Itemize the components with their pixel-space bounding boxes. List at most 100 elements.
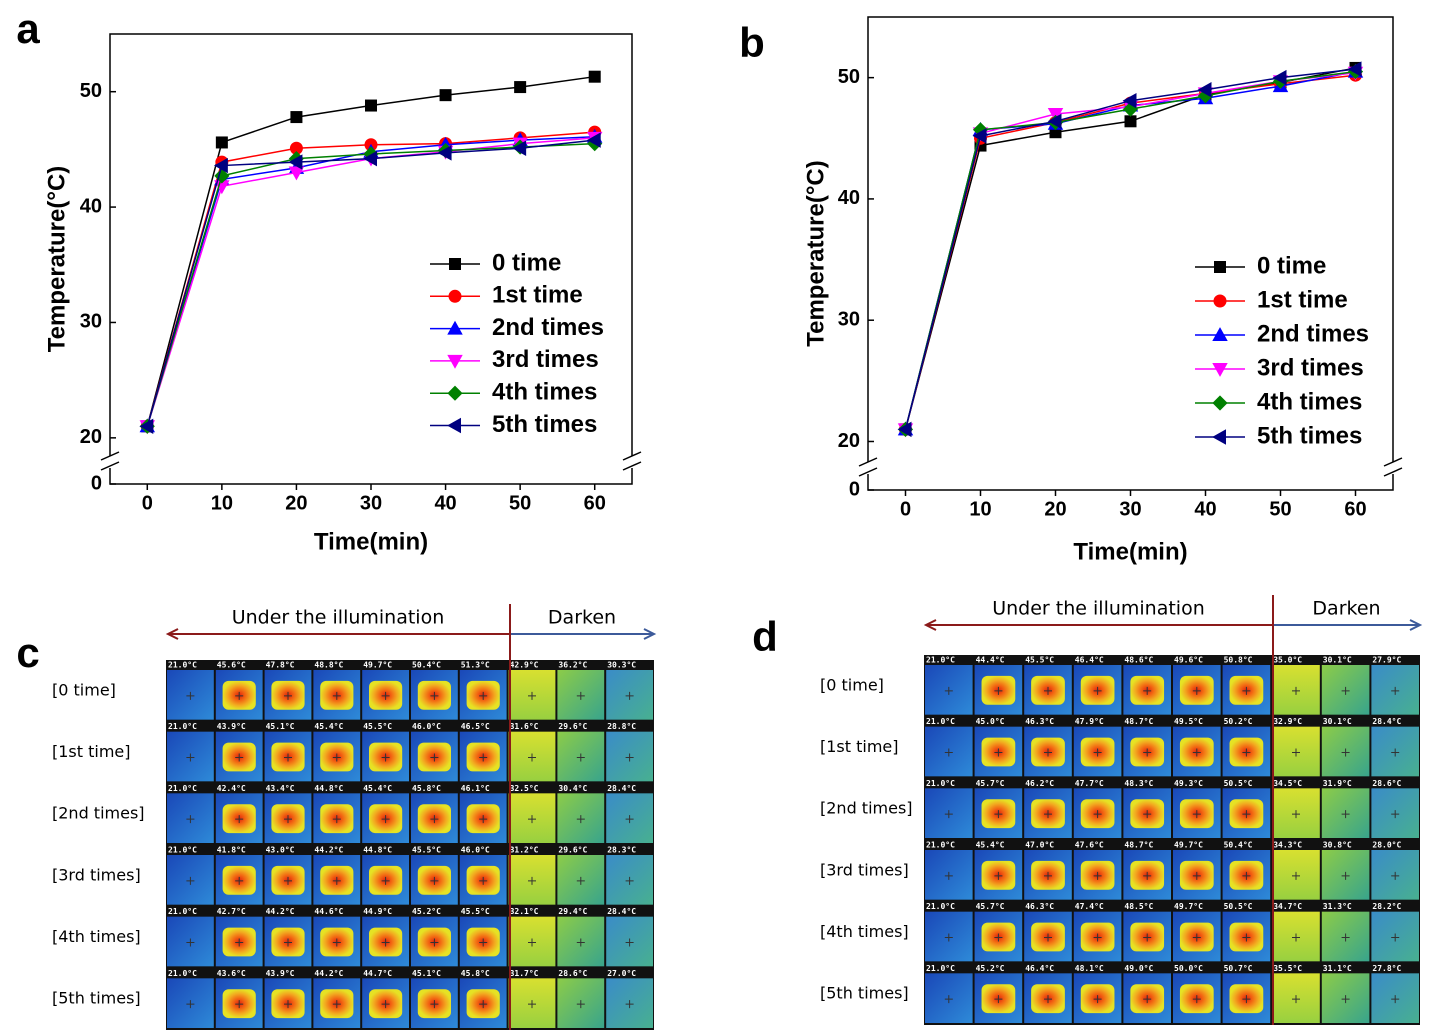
cell-temperature: 21.0°C bbox=[926, 964, 955, 973]
cell-temperature: 50.5°C bbox=[1224, 902, 1253, 911]
header-label: Under the illumination bbox=[992, 598, 1205, 620]
marker bbox=[897, 421, 912, 438]
header-label: Darken bbox=[1312, 598, 1380, 620]
row-label: [1st time] bbox=[52, 742, 131, 761]
cell-temperature: 49.7°C bbox=[363, 661, 392, 670]
row-label: [3rd times] bbox=[820, 860, 909, 879]
crosshair bbox=[1391, 933, 1400, 942]
row-label: [3rd times] bbox=[52, 865, 141, 884]
legend-label: 0 time bbox=[1257, 252, 1326, 279]
cell-temperature: 31.9°C bbox=[1323, 779, 1352, 788]
cell-temperature: 48.1°C bbox=[1075, 964, 1104, 973]
x-tick-label: 40 bbox=[1194, 498, 1216, 520]
axis-break bbox=[1383, 467, 1403, 477]
crosshair bbox=[576, 876, 585, 885]
marker bbox=[365, 99, 377, 112]
cell-temperature: 21.0°C bbox=[926, 902, 955, 911]
marker bbox=[288, 154, 303, 170]
crosshair bbox=[1292, 933, 1300, 942]
crosshair bbox=[284, 691, 292, 700]
y-tick-label: 40 bbox=[838, 187, 860, 209]
crosshair bbox=[994, 933, 1003, 942]
axis-break bbox=[858, 467, 878, 477]
marker bbox=[1272, 69, 1287, 86]
axis-break bbox=[858, 457, 878, 467]
cell-temperature: 44.9°C bbox=[363, 907, 392, 916]
marker bbox=[437, 145, 452, 161]
cell-temperature: 45.4°C bbox=[314, 722, 343, 731]
cell-temperature: 50.7°C bbox=[1224, 964, 1253, 973]
marker bbox=[447, 385, 463, 401]
cell-temperature: 21.0°C bbox=[168, 907, 197, 916]
crosshair bbox=[944, 995, 953, 1004]
grid-bg bbox=[166, 660, 654, 1030]
marker bbox=[588, 70, 601, 83]
crosshair bbox=[186, 938, 195, 947]
crosshair bbox=[1242, 810, 1251, 819]
arrow bbox=[1273, 619, 1423, 631]
cell-temperature: 27.9°C bbox=[1372, 656, 1401, 665]
cell-temperature: 42.7°C bbox=[217, 907, 246, 916]
crosshair bbox=[186, 815, 195, 824]
marker bbox=[1213, 294, 1227, 308]
cell-temperature: 32.9°C bbox=[1273, 717, 1302, 726]
row-label: [5th times] bbox=[52, 989, 141, 1008]
cell-temperature: 28.6°C bbox=[558, 969, 587, 978]
crosshair bbox=[332, 876, 341, 885]
cell-temperature: 34.7°C bbox=[1273, 902, 1302, 911]
crosshair bbox=[1093, 871, 1102, 880]
cell-temperature: 48.7°C bbox=[1124, 717, 1153, 726]
cell-temperature: 21.0°C bbox=[168, 661, 197, 670]
crosshair bbox=[528, 938, 536, 947]
crosshair bbox=[1044, 995, 1052, 1004]
crosshair bbox=[1044, 810, 1052, 819]
cell-temperature: 34.3°C bbox=[1273, 841, 1302, 850]
legend-label: 4th times bbox=[1257, 388, 1362, 415]
header-label: Under the illumination bbox=[232, 607, 445, 629]
crosshair bbox=[1341, 686, 1350, 695]
cell-temperature: 44.2°C bbox=[314, 969, 343, 978]
legend-label: 3rd times bbox=[1257, 354, 1364, 381]
crosshair bbox=[625, 876, 634, 885]
crosshair bbox=[284, 938, 292, 947]
cell-temperature: 45.5°C bbox=[363, 722, 392, 731]
cell-temperature: 43.4°C bbox=[266, 784, 295, 793]
x-tick-label: 10 bbox=[211, 492, 233, 514]
x-tick-label: 20 bbox=[285, 492, 307, 514]
crosshair bbox=[235, 938, 244, 947]
crosshair bbox=[1192, 871, 1201, 880]
cell-temperature: 31.3°C bbox=[1323, 902, 1352, 911]
crosshair bbox=[1044, 871, 1052, 880]
crosshair bbox=[1292, 686, 1300, 695]
row-label: [5th times] bbox=[820, 984, 909, 1003]
crosshair bbox=[1192, 933, 1201, 942]
marker bbox=[514, 81, 527, 94]
crosshair bbox=[1143, 871, 1152, 880]
x-tick-label: 50 bbox=[509, 492, 531, 514]
crosshair bbox=[479, 753, 488, 762]
crosshair bbox=[1093, 810, 1102, 819]
cell-temperature: 46.5°C bbox=[461, 722, 490, 731]
cell-temperature: 48.7°C bbox=[1124, 841, 1153, 850]
x-tick-label: 40 bbox=[434, 492, 456, 514]
crosshair bbox=[1093, 933, 1102, 942]
cell-temperature: 50.8°C bbox=[1224, 656, 1253, 665]
cell-temperature: 47.0°C bbox=[1025, 841, 1054, 850]
cell-temperature: 46.4°C bbox=[1075, 656, 1104, 665]
crosshair bbox=[1242, 995, 1251, 1004]
cell-temperature: 30.4°C bbox=[558, 784, 587, 793]
marker bbox=[1214, 261, 1226, 273]
crosshair bbox=[1242, 686, 1251, 695]
y-tick-label: 20 bbox=[838, 430, 860, 452]
legend-label: 5th times bbox=[1257, 422, 1362, 449]
cell-temperature: 46.2°C bbox=[1025, 779, 1054, 788]
legend-label: 1st time bbox=[492, 282, 583, 309]
cell-temperature: 48.6°C bbox=[1124, 656, 1153, 665]
crosshair bbox=[381, 815, 390, 824]
y-tick-label: 0 bbox=[91, 472, 102, 494]
crosshair bbox=[625, 691, 634, 700]
y-tick-label: 0 bbox=[849, 478, 860, 500]
cell-temperature: 43.6°C bbox=[217, 969, 246, 978]
x-tick-label: 50 bbox=[1269, 498, 1291, 520]
